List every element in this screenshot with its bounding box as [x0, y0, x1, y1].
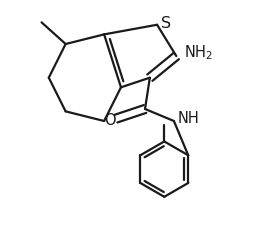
- Text: S: S: [161, 16, 171, 31]
- Text: O: O: [104, 113, 116, 129]
- Text: NH$_2$: NH$_2$: [184, 43, 213, 62]
- Text: NH: NH: [177, 111, 199, 126]
